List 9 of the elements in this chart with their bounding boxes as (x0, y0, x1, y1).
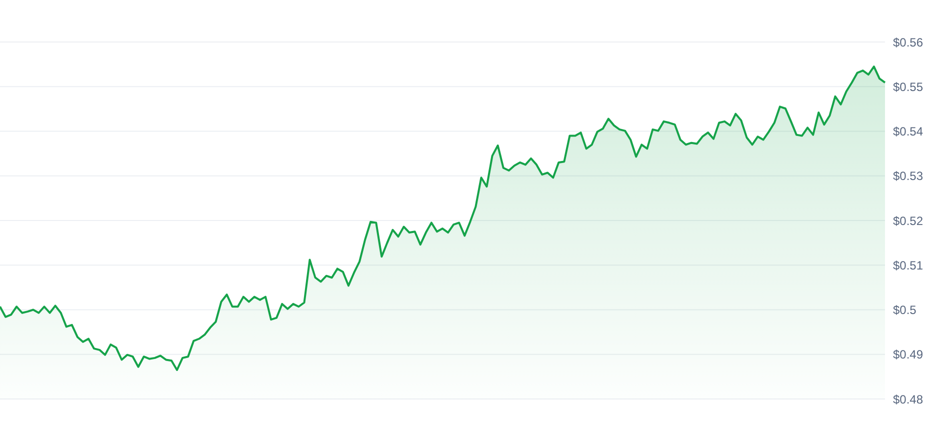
y-tick-label: $0.53 (893, 169, 924, 184)
y-tick-label: $0.55 (893, 80, 924, 94)
y-tick-label: $0.5 (893, 303, 917, 318)
y-tick-label: $0.56 (893, 35, 924, 50)
y-tick-label: $0.52 (893, 214, 924, 228)
y-tick-label: $0.54 (893, 124, 924, 139)
y-tick-label: $0.48 (893, 392, 924, 406)
y-tick-label: $0.51 (893, 258, 924, 272)
y-tick-label: $0.49 (893, 348, 924, 362)
